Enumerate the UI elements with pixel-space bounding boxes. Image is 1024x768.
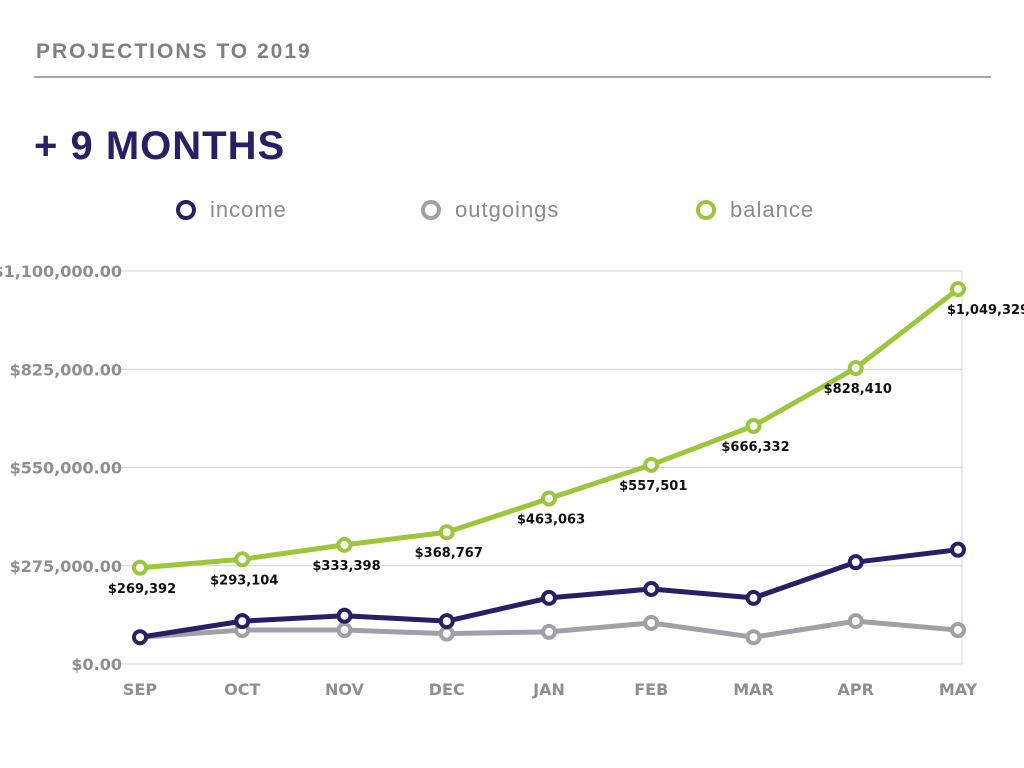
- x-tick-label: APR: [838, 680, 874, 699]
- legend-label-income: income: [210, 197, 287, 222]
- income-data-point: [336, 607, 353, 624]
- income-data-point: [234, 613, 251, 630]
- y-tick-label: $550,000.00: [10, 459, 122, 478]
- legend-label-outgoings: outgoings: [455, 197, 560, 222]
- x-tick-label: SEP: [123, 680, 157, 699]
- x-tick-label: JAN: [532, 680, 565, 699]
- balance-data-point: [132, 559, 148, 576]
- balance-data-label: $666,332: [721, 440, 789, 455]
- outgoings-data-point: [950, 622, 966, 639]
- income-data-point: [950, 541, 966, 558]
- x-tick-label: NOV: [325, 680, 365, 699]
- legend-item-balance: balance: [696, 196, 814, 224]
- balance-marker-icon: [696, 200, 716, 220]
- axis-layer: $0.00 $275,000.00 $550,000.00 $825,000.00 $1…: [0, 262, 978, 699]
- header-divider: [34, 76, 991, 78]
- outgoings-data-point: [438, 625, 455, 642]
- income-marker-icon: [176, 200, 196, 220]
- balance-data-point: [745, 417, 762, 434]
- outgoings-data-point: [745, 629, 762, 646]
- balance-data-point: [234, 551, 251, 568]
- balance-data-label: $828,410: [824, 382, 892, 397]
- balance-data-point: [950, 281, 966, 298]
- balance-data-label: $463,063: [517, 513, 585, 528]
- y-tick-label: $1,100,000.00: [0, 262, 122, 281]
- x-tick-label: FEB: [634, 680, 668, 699]
- grid-layer: [112, 270, 963, 665]
- outgoings-marker-icon: [421, 200, 441, 220]
- balance-data-point: [541, 490, 557, 507]
- income-data-point: [745, 589, 762, 606]
- y-tick-label: $825,000.00: [10, 360, 122, 379]
- balance-data-label: $1,049,329: [947, 303, 1024, 318]
- x-tick-label: MAR: [733, 680, 774, 699]
- income-data-point: [643, 580, 660, 597]
- x-tick-label: DEC: [429, 680, 465, 699]
- balance-data-label: $293,104: [210, 573, 278, 588]
- page-title: PROJECTIONS TO 2019: [36, 40, 312, 63]
- outgoings-data-point: [643, 614, 660, 631]
- data-label-layer: $269,392 $293,104 $333,398 $368,767 $463,063…: [108, 303, 1024, 597]
- outgoings-data-point: [541, 623, 557, 640]
- income-data-point: [132, 629, 148, 646]
- legend-item-outgoings: outgoings: [421, 196, 559, 224]
- balance-data-point: [847, 360, 864, 377]
- balance-data-label: $333,398: [312, 559, 380, 574]
- outgoings-data-point: [847, 613, 864, 630]
- series-layer: [132, 281, 966, 646]
- balance-data-label: $557,501: [619, 479, 687, 494]
- x-tick-label: OCT: [224, 680, 260, 699]
- legend-label-balance: balance: [730, 197, 815, 222]
- balance-data-label: $368,767: [415, 546, 483, 561]
- x-tick-label: MAY: [939, 680, 978, 699]
- y-tick-label: $275,000.00: [10, 557, 122, 576]
- balance-data-label: $269,392: [108, 582, 176, 597]
- income-data-point: [438, 613, 455, 630]
- balance-data-point: [643, 456, 660, 473]
- legend-item-income: income: [176, 196, 287, 224]
- balance-data-point: [336, 536, 353, 553]
- income-data-point: [847, 554, 864, 571]
- income-data-point: [541, 589, 557, 606]
- balance-data-point: [438, 524, 455, 541]
- outgoings-data-point: [336, 622, 353, 639]
- y-tick-label: $0.00: [71, 655, 122, 674]
- chart-subtitle: + 9 MONTHS: [34, 124, 286, 168]
